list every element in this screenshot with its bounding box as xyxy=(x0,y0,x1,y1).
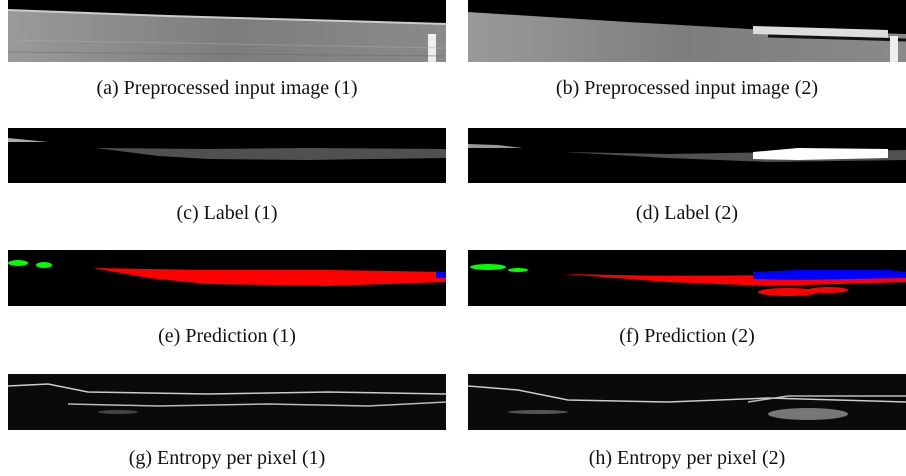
prediction-image xyxy=(8,250,446,306)
input-image xyxy=(8,0,446,62)
caption: (e) Prediction (1) xyxy=(158,325,296,347)
input-image xyxy=(468,0,906,62)
label-image xyxy=(468,128,906,183)
caption: (c) Label (1) xyxy=(176,202,278,224)
caption: (b) Preprocessed input image (2) xyxy=(555,77,819,99)
caption: (d) Label (2) xyxy=(635,202,739,224)
entropy-image xyxy=(8,374,446,430)
entropy-image xyxy=(468,374,906,430)
caption: (g) Entropy per pixel (1) xyxy=(128,447,326,469)
prediction-image xyxy=(468,250,906,306)
caption: (h) Entropy per pixel (2) xyxy=(588,447,786,469)
caption: (a) Preprocessed input image (1) xyxy=(96,77,358,99)
caption: (f) Prediction (2) xyxy=(619,325,755,347)
label-image xyxy=(8,128,446,183)
